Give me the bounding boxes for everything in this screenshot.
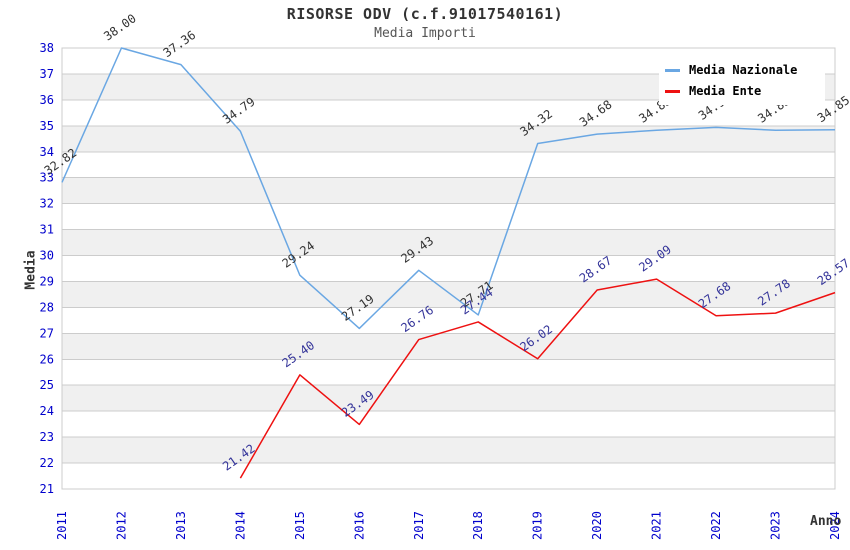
x-tick-label-2017: 2017 <box>412 511 426 540</box>
x-axis-title: Anno <box>810 514 842 529</box>
point-label-2012: 38.00 <box>101 11 139 43</box>
series-line-media-nazionale <box>61 47 836 330</box>
plot-band <box>62 385 835 412</box>
x-tick-label-2019: 2019 <box>531 511 545 540</box>
legend-label: Media Ente <box>689 84 762 98</box>
x-tick-label-2022: 2022 <box>709 511 723 540</box>
plot-border <box>61 47 836 490</box>
y-tick-label-27: 27 <box>40 326 54 340</box>
point-label-2013: 37.36 <box>161 28 199 60</box>
y-tick-label-37: 37 <box>40 67 54 81</box>
plot-band <box>62 333 835 360</box>
legend-swatch-red-line-icon <box>665 89 680 93</box>
y-tick-label-34: 34 <box>40 145 54 159</box>
x-tick-label-2013: 2013 <box>174 511 188 540</box>
y-tick-label-26: 26 <box>40 352 54 366</box>
plot-band <box>62 125 835 152</box>
x-tick-label-2023: 2023 <box>769 511 783 540</box>
y-tick-label-30: 30 <box>40 249 54 263</box>
plot-band <box>62 229 835 256</box>
chart-subtitle: Media Importi <box>374 26 476 41</box>
y-tick-label-32: 32 <box>40 197 54 211</box>
y-tick-label-29: 29 <box>40 274 54 288</box>
x-tick-label-2014: 2014 <box>233 511 247 540</box>
x-tick-label-2016: 2016 <box>352 511 366 540</box>
y-axis-title: Media <box>23 250 39 290</box>
y-tick-label-23: 23 <box>40 430 54 444</box>
y-tick-label-24: 24 <box>40 404 54 418</box>
y-tick-label-33: 33 <box>40 171 54 185</box>
legend-swatch-blue-line-icon <box>665 68 680 72</box>
point-label-2020: 34.68 <box>577 97 615 129</box>
plot-band <box>62 281 835 308</box>
x-tick-label-2015: 2015 <box>293 511 307 540</box>
series-line-media-ente <box>239 278 836 479</box>
x-tick-label-2021: 2021 <box>650 511 664 540</box>
y-tick-label-22: 22 <box>40 456 54 470</box>
point-label-2020: 28.67 <box>577 253 615 285</box>
legend-item-media-ente: Media Ente <box>665 84 819 98</box>
legend-item-media-nazionale: Media Nazionale <box>665 63 819 77</box>
x-tick-label-2012: 2012 <box>114 511 128 540</box>
x-tick-label-2024: 2024 <box>828 511 842 540</box>
x-tick-label-2018: 2018 <box>471 511 485 540</box>
y-tick-label-38: 38 <box>40 41 54 55</box>
chart-legend: Media Nazionale Media Ente <box>659 56 825 105</box>
x-tick-label-2011: 2011 <box>55 511 69 540</box>
y-tick-label-21: 21 <box>40 482 54 496</box>
y-tick-label-31: 31 <box>40 223 54 237</box>
x-tick-label-2020: 2020 <box>590 511 604 540</box>
plot-band <box>62 177 835 204</box>
legend-label: Media Nazionale <box>689 63 798 77</box>
y-tick-label-36: 36 <box>40 93 54 107</box>
y-tick-label-28: 28 <box>40 300 54 314</box>
y-tick-label-25: 25 <box>40 378 54 392</box>
chart-title: RISORSE ODV (c.f.91017540161) <box>286 5 564 23</box>
y-tick-label-35: 35 <box>40 119 54 133</box>
plot-band <box>62 437 835 464</box>
